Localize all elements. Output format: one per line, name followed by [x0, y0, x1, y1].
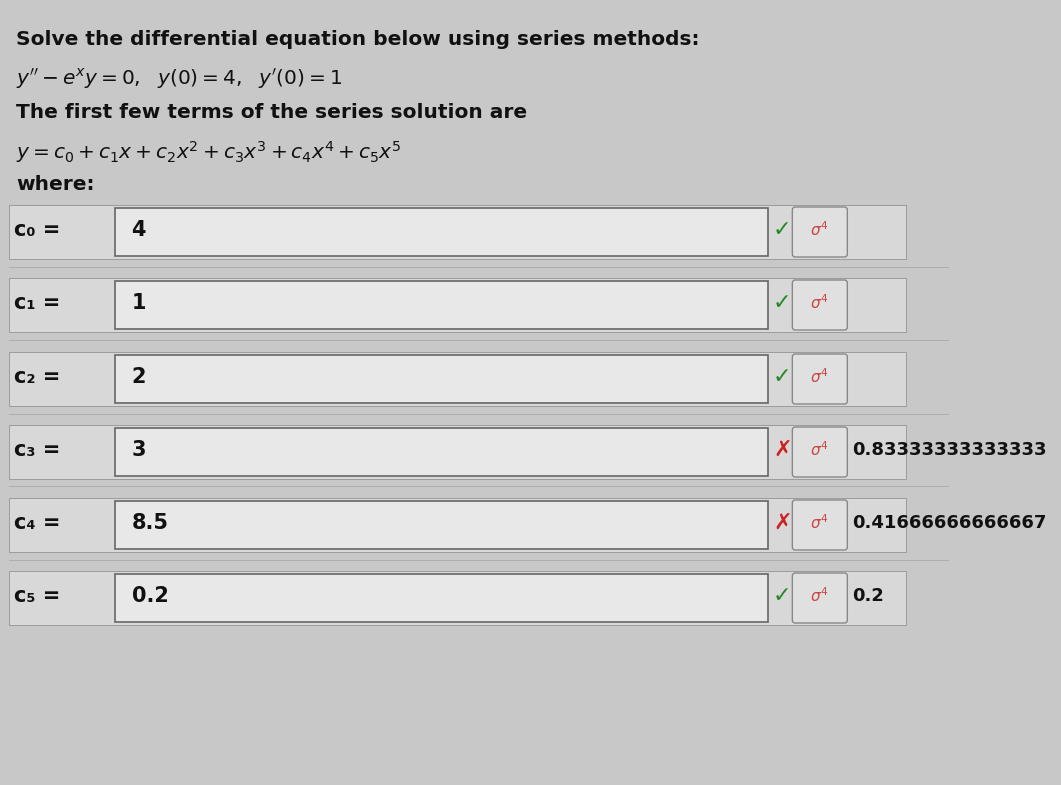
Text: 8.5: 8.5: [132, 513, 169, 533]
Text: Solve the differential equation below using series methods:: Solve the differential equation below us…: [16, 30, 699, 49]
Text: c₀ =: c₀ =: [14, 220, 59, 240]
FancyBboxPatch shape: [116, 501, 768, 549]
Text: $\sigma^4$: $\sigma^4$: [811, 513, 829, 532]
Text: ✓: ✓: [773, 220, 792, 240]
Text: $y = c_0 + c_1x + c_2x^2 + c_3x^3 + c_4x^4 + c_5x^5$: $y = c_0 + c_1x + c_2x^2 + c_3x^3 + c_4x…: [16, 139, 402, 165]
Text: where:: where:: [16, 175, 94, 194]
FancyBboxPatch shape: [116, 281, 768, 329]
FancyBboxPatch shape: [8, 571, 906, 625]
Text: ✗: ✗: [773, 513, 792, 533]
FancyBboxPatch shape: [793, 207, 848, 257]
Text: $\sigma^4$: $\sigma^4$: [811, 367, 829, 386]
Text: The first few terms of the series solution are: The first few terms of the series soluti…: [16, 103, 527, 122]
Text: 4: 4: [132, 220, 146, 240]
FancyBboxPatch shape: [116, 355, 768, 403]
Text: c₁ =: c₁ =: [14, 293, 59, 313]
Text: $\sigma^4$: $\sigma^4$: [811, 221, 829, 239]
Text: 3: 3: [132, 440, 146, 460]
Text: ✗: ✗: [773, 440, 792, 460]
Text: c₄ =: c₄ =: [14, 513, 60, 533]
Text: 0.83333333333333: 0.83333333333333: [852, 441, 1046, 459]
Text: 1: 1: [132, 293, 146, 313]
FancyBboxPatch shape: [8, 205, 906, 259]
Text: 0.2: 0.2: [852, 587, 884, 605]
FancyBboxPatch shape: [116, 428, 768, 476]
Text: 0.41666666666667: 0.41666666666667: [852, 514, 1046, 532]
FancyBboxPatch shape: [793, 500, 848, 550]
FancyBboxPatch shape: [793, 427, 848, 477]
FancyBboxPatch shape: [8, 425, 906, 479]
Text: ✓: ✓: [773, 586, 792, 606]
FancyBboxPatch shape: [793, 573, 848, 623]
Text: c₅ =: c₅ =: [14, 586, 59, 606]
Text: 2: 2: [132, 367, 146, 387]
Text: ✓: ✓: [773, 367, 792, 387]
FancyBboxPatch shape: [8, 278, 906, 332]
Text: $\sigma^4$: $\sigma^4$: [811, 440, 829, 459]
FancyBboxPatch shape: [8, 352, 906, 406]
Text: ✓: ✓: [773, 293, 792, 313]
Text: $y''-e^xy = 0,\ \ y(0) = 4,\ \ y'(0) = 1$: $y''-e^xy = 0,\ \ y(0) = 4,\ \ y'(0) = 1…: [16, 67, 343, 91]
FancyBboxPatch shape: [793, 354, 848, 404]
FancyBboxPatch shape: [116, 208, 768, 256]
FancyBboxPatch shape: [8, 498, 906, 552]
Text: $\sigma^4$: $\sigma^4$: [811, 586, 829, 605]
Text: $\sigma^4$: $\sigma^4$: [811, 294, 829, 312]
FancyBboxPatch shape: [116, 574, 768, 622]
Text: c₂ =: c₂ =: [14, 367, 59, 387]
Text: c₃ =: c₃ =: [14, 440, 59, 460]
Text: 0.2: 0.2: [132, 586, 169, 606]
FancyBboxPatch shape: [793, 280, 848, 330]
